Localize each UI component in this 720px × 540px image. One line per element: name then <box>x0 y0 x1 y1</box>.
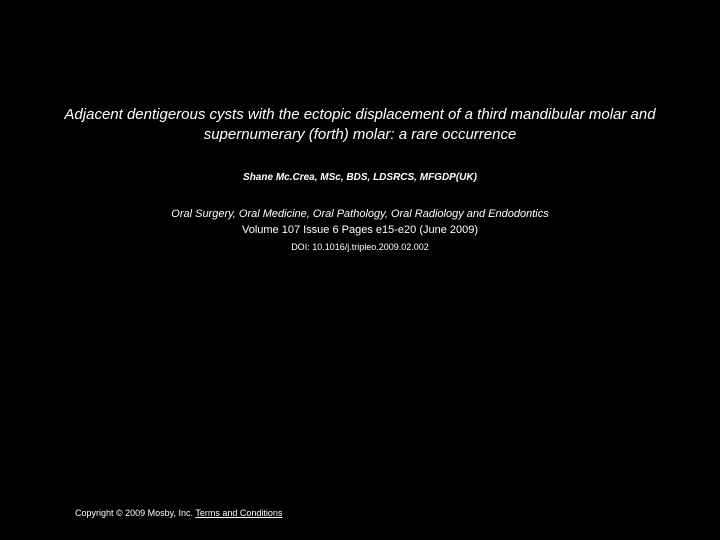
journal-name: Oral Surgery, Oral Medicine, Oral Pathol… <box>45 207 675 222</box>
copyright-text: Copyright © 2009 Mosby, Inc. <box>75 508 195 518</box>
doi-text: DOI: 10.1016/j.tripleo.2009.02.002 <box>45 242 675 252</box>
article-author: Shane Mc.Crea, MSc, BDS, LDSRCS, MFGDP(U… <box>45 172 675 183</box>
slide-content: Adjacent dentigerous cysts with the ecto… <box>45 105 675 252</box>
volume-info: Volume 107 Issue 6 Pages e15-e20 (June 2… <box>45 223 675 238</box>
copyright-notice: Copyright © 2009 Mosby, Inc. Terms and C… <box>75 508 282 518</box>
terms-link[interactable]: Terms and Conditions <box>195 508 282 518</box>
article-title: Adjacent dentigerous cysts with the ecto… <box>45 105 675 146</box>
